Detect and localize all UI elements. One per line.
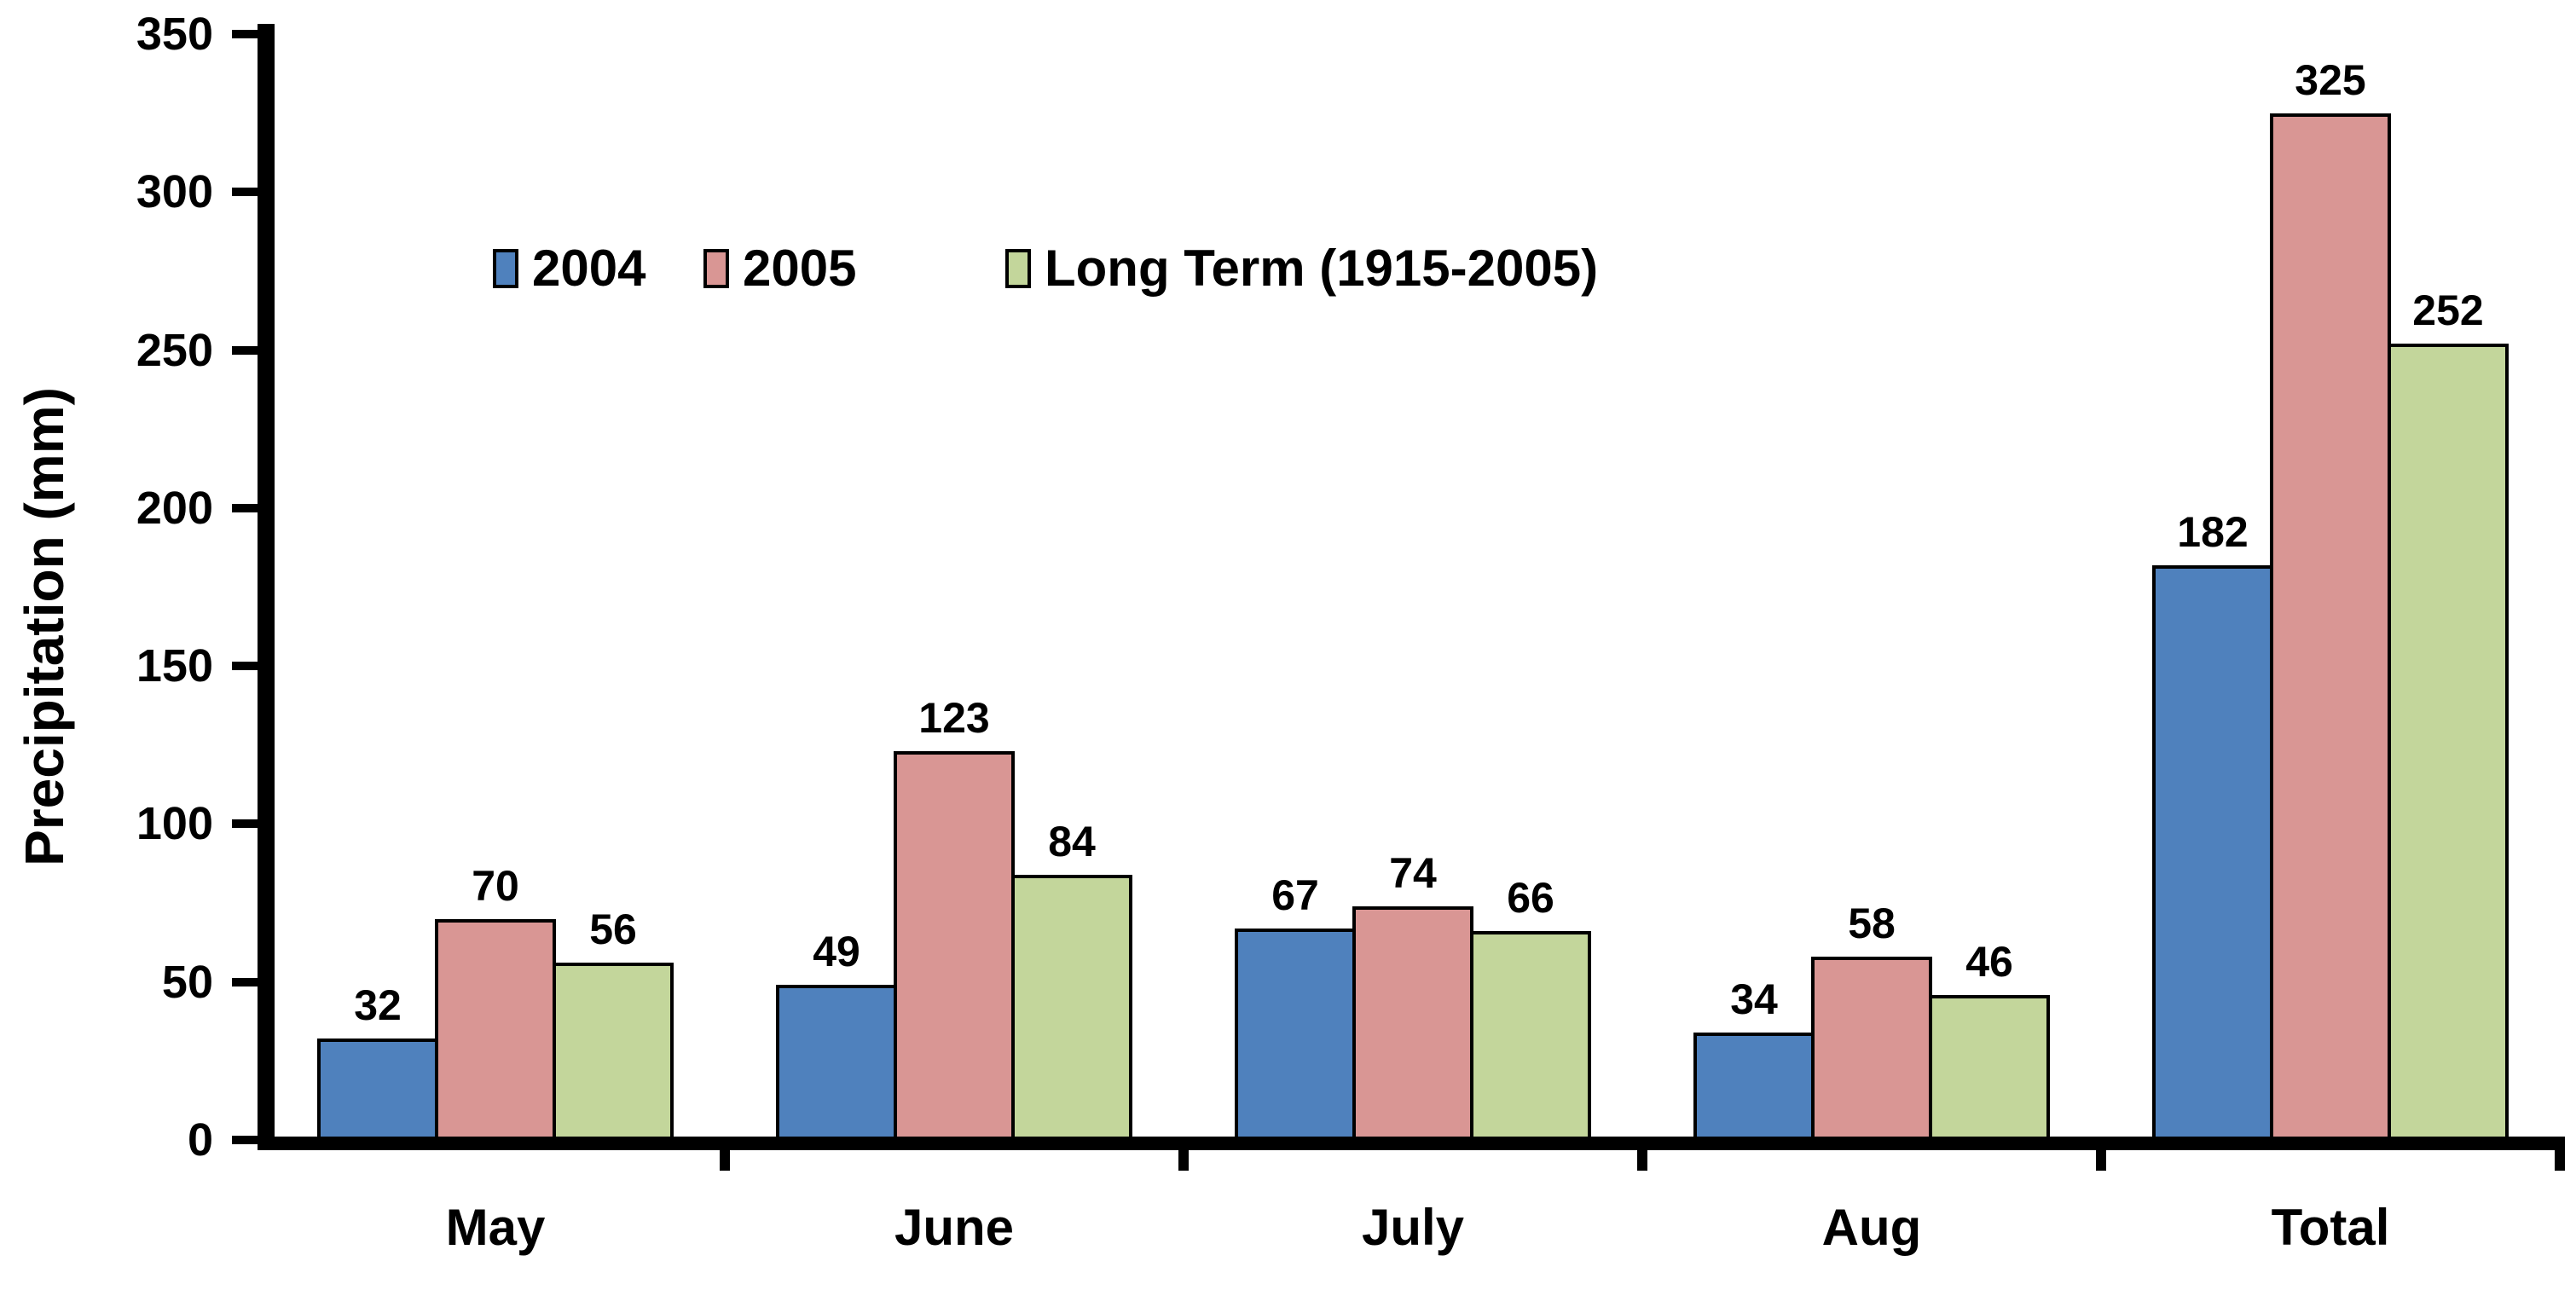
y-tick (232, 345, 258, 355)
bar-value-label: 325 (2295, 55, 2366, 104)
y-tick (232, 977, 258, 986)
legend-label: 2004 (532, 240, 646, 297)
bar-2005-aug (1811, 957, 1932, 1140)
x-tick (2555, 1148, 2565, 1171)
legend-item-2005: 2005 (703, 240, 857, 297)
y-tick-label: 350 (136, 9, 213, 60)
bar-value-label: 123 (918, 694, 990, 743)
y-tick-label: 250 (136, 324, 213, 376)
legend-swatch (1005, 249, 1031, 288)
bar-2005-june (894, 751, 1015, 1140)
bar-long-term-1915-2005--aug (1929, 994, 2050, 1140)
y-tick (232, 662, 258, 671)
bar-long-term-1915-2005--total (2388, 344, 2509, 1140)
y-tick (232, 819, 258, 829)
bar-value-label: 74 (1389, 848, 1437, 897)
bar-2004-may (317, 1039, 438, 1140)
bar-2004-total (2152, 564, 2273, 1140)
bar-long-term-1915-2005--june (1011, 874, 1132, 1140)
y-axis-line (258, 24, 275, 1150)
legend-swatch (703, 249, 729, 288)
legend-item-2004: 2004 (493, 240, 646, 297)
bar-value-label: 67 (1271, 871, 1319, 919)
legend: 2004 2005 Long Term (1915-2005) (0, 240, 2576, 297)
bar-value-label: 84 (1048, 817, 1096, 865)
bar-value-label: 66 (1507, 874, 1554, 923)
x-tick (1178, 1148, 1189, 1171)
y-tick-label: 300 (136, 166, 213, 218)
bar-value-label: 32 (354, 981, 402, 1030)
legend-item-long-term-1915-2005-: Long Term (1915-2005) (1005, 240, 1599, 297)
y-tick-label: 0 (187, 1114, 213, 1166)
bar-value-label: 58 (1848, 900, 1896, 948)
bar-2004-aug (1693, 1033, 1815, 1140)
y-tick-label: 50 (161, 956, 213, 1008)
category-label: June (894, 1199, 1015, 1256)
y-tick (232, 1136, 258, 1144)
y-tick (232, 188, 258, 197)
category-label: July (1361, 1199, 1465, 1256)
y-tick-label: 100 (136, 798, 213, 850)
bar-value-label: 34 (1730, 975, 1778, 1023)
x-tick (2096, 1148, 2106, 1171)
y-tick (232, 503, 258, 512)
bar-2005-may (435, 918, 556, 1140)
legend-label: 2005 (743, 240, 857, 297)
bar-value-label: 252 (2412, 286, 2484, 335)
bar-2004-june (776, 985, 897, 1140)
x-tick (720, 1148, 730, 1171)
bar-long-term-1915-2005--july (1470, 931, 1591, 1140)
x-tick (1637, 1148, 1647, 1171)
legend-label: Long Term (1915-2005) (1045, 240, 1599, 297)
bar-value-label: 56 (589, 905, 637, 954)
category-label: Total (2271, 1199, 2390, 1256)
y-tick-label: 150 (136, 640, 213, 692)
bar-value-label: 70 (472, 861, 519, 910)
bar-long-term-1915-2005--may (553, 963, 674, 1140)
bar-2005-total (2270, 113, 2391, 1140)
legend-swatch (493, 249, 518, 288)
bar-2004-july (1235, 928, 1356, 1140)
bar-value-label: 49 (813, 928, 860, 976)
x-axis-line (258, 1137, 2565, 1150)
y-tick (232, 30, 258, 38)
y-tick-label: 200 (136, 482, 213, 534)
bar-value-label: 46 (1965, 937, 2013, 986)
bar-value-label: 182 (2177, 507, 2249, 556)
category-label: Aug (1821, 1199, 1922, 1256)
bar-2005-july (1352, 905, 1473, 1140)
category-label: May (445, 1199, 546, 1256)
